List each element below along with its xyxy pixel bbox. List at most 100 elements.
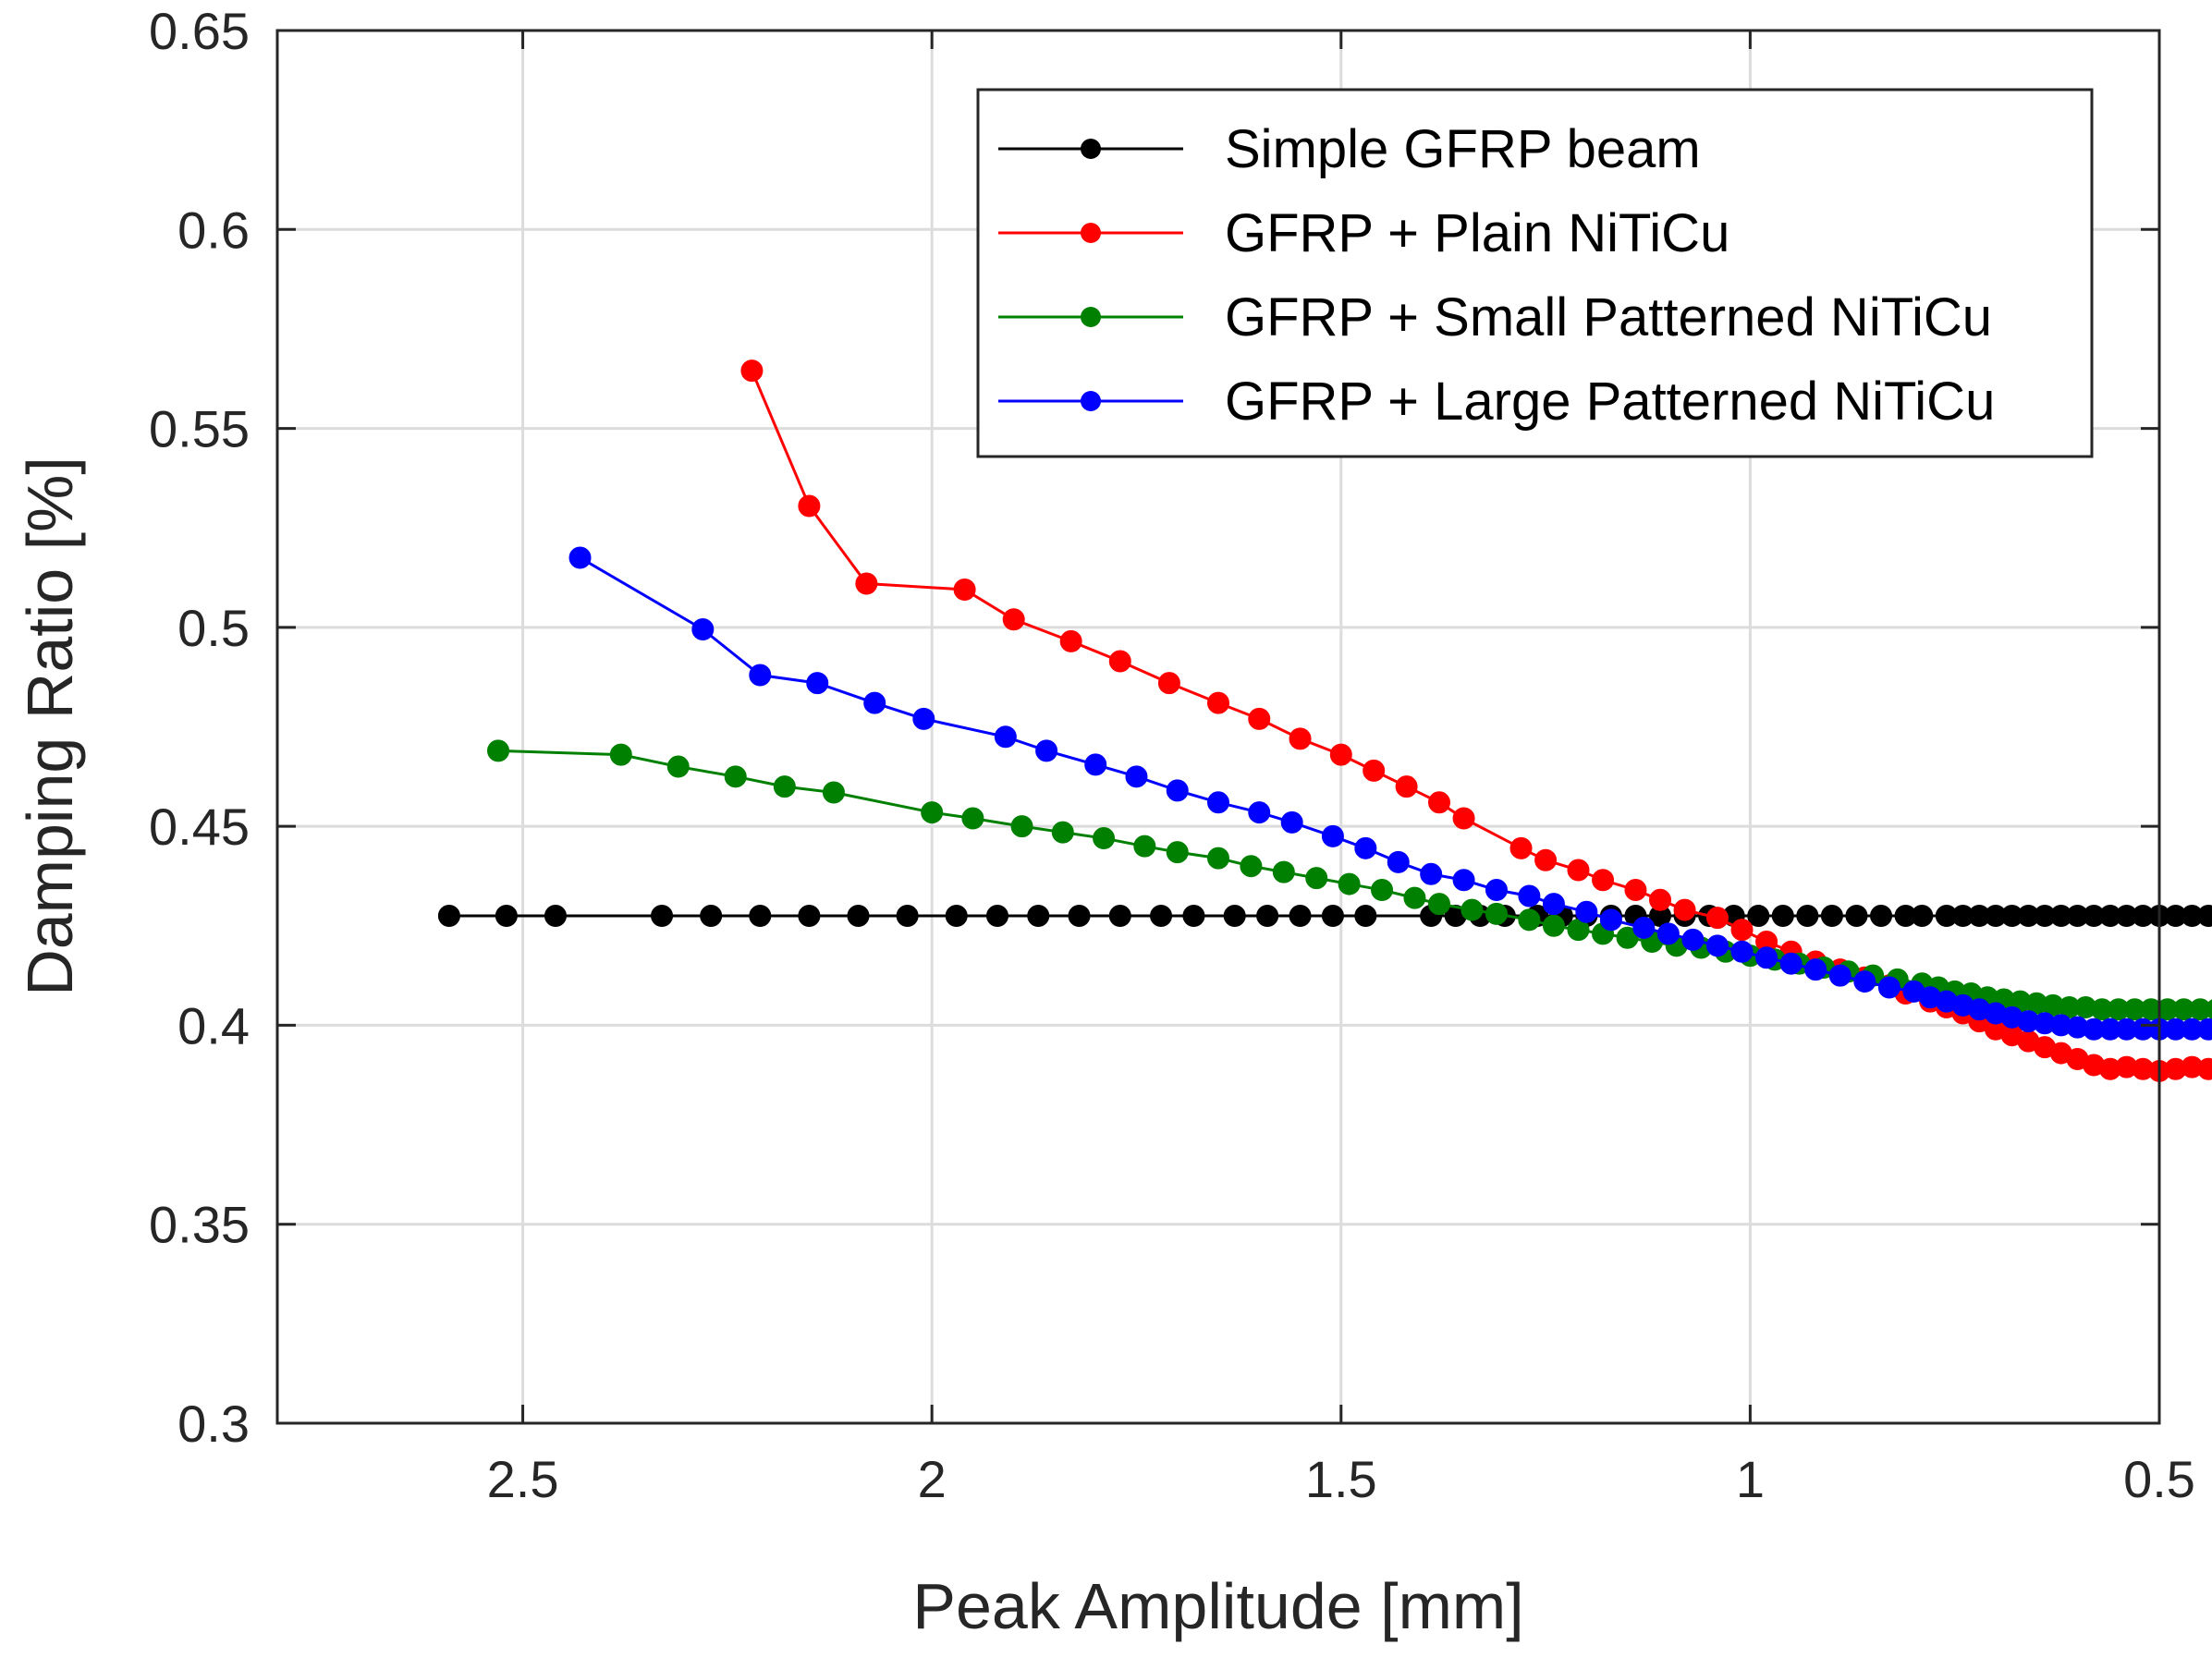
data-point xyxy=(437,905,460,928)
y-axis-label: Damping Ratio [%] xyxy=(14,457,86,996)
data-point xyxy=(1182,905,1205,928)
data-point xyxy=(1518,884,1541,908)
data-point xyxy=(1207,847,1229,870)
data-point xyxy=(1027,905,1050,928)
data-point xyxy=(2197,905,2212,928)
data-point xyxy=(609,743,632,766)
data-point xyxy=(953,578,976,601)
data-point xyxy=(1452,869,1475,892)
data-point xyxy=(1796,905,1819,928)
data-point xyxy=(798,494,821,518)
data-point xyxy=(1108,650,1131,673)
data-point xyxy=(1771,905,1794,928)
data-point xyxy=(1371,879,1394,902)
data-point xyxy=(1755,946,1778,969)
data-point xyxy=(487,739,510,762)
y-tick-label: 0.35 xyxy=(149,1196,250,1254)
data-point xyxy=(855,572,878,595)
series-4 xyxy=(568,546,2212,1041)
legend-marker xyxy=(1081,223,1101,243)
legend-marker xyxy=(1081,307,1101,327)
data-point xyxy=(1804,958,1827,981)
data-point xyxy=(1248,707,1271,730)
legend-label: GFRP + Small Patterned NiTiCu xyxy=(1225,287,1992,347)
data-point xyxy=(1093,827,1116,850)
y-tick-label: 0.5 xyxy=(177,599,250,657)
legend-entry: GFRP + Small Patterned NiTiCu xyxy=(998,287,1992,347)
y-tick-label: 0.6 xyxy=(177,201,250,259)
data-point xyxy=(1575,900,1598,923)
data-point xyxy=(1820,905,1843,928)
data-point xyxy=(1518,908,1541,932)
data-point xyxy=(1853,970,1876,993)
data-point xyxy=(1779,952,1803,975)
legend: Simple GFRP beam GFRP + Plain NiTiCu GFRP … xyxy=(976,88,2094,458)
data-point xyxy=(544,905,567,928)
data-point xyxy=(2205,999,2212,1020)
data-point xyxy=(1002,608,1025,631)
y-tick-label: 0.55 xyxy=(149,400,250,458)
data-point xyxy=(1428,893,1451,916)
data-point xyxy=(1705,934,1729,957)
data-point xyxy=(1730,940,1754,963)
y-tick-label: 0.45 xyxy=(149,798,250,856)
x-tick-label: 1.5 xyxy=(1305,1450,1377,1508)
legend-entry: GFRP + Plain NiTiCu xyxy=(998,203,1729,263)
data-point xyxy=(1542,914,1565,937)
data-point xyxy=(666,755,690,778)
data-point xyxy=(1150,905,1173,928)
legend-marker xyxy=(1081,139,1101,159)
data-point xyxy=(1035,739,1058,762)
y-tick-label: 0.65 xyxy=(149,2,250,60)
data-point xyxy=(691,618,715,641)
legend-entry: GFRP + Large Patterned NiTiCu xyxy=(998,372,1995,432)
data-point xyxy=(847,905,870,928)
data-point xyxy=(773,775,796,798)
data-point xyxy=(1248,801,1271,824)
data-point xyxy=(651,905,674,928)
data-point xyxy=(1649,888,1672,911)
x-tick-label: 1 xyxy=(1736,1450,1765,1508)
data-point xyxy=(798,905,821,928)
data-point xyxy=(1280,810,1303,834)
x-tick-label: 2 xyxy=(918,1450,947,1508)
data-point xyxy=(1828,964,1851,987)
data-point xyxy=(912,707,935,730)
data-point xyxy=(1272,860,1295,883)
legend-label: GFRP + Plain NiTiCu xyxy=(1225,203,1729,263)
data-point xyxy=(1656,922,1680,945)
data-point xyxy=(1354,905,1377,928)
data-point xyxy=(1363,759,1386,782)
data-point xyxy=(1329,743,1352,766)
data-point xyxy=(1108,905,1131,928)
data-point xyxy=(1747,905,1770,928)
x-tick-label: 2.5 xyxy=(487,1450,559,1508)
legend-label: GFRP + Large Patterned NiTiCu xyxy=(1225,372,1995,432)
plot-frame xyxy=(275,29,2161,1425)
data-point xyxy=(1166,841,1189,864)
data-point xyxy=(749,905,772,928)
data-point xyxy=(700,905,723,928)
data-point xyxy=(1485,879,1508,902)
data-point xyxy=(1877,976,1900,999)
data-point xyxy=(1911,905,1934,928)
data-point xyxy=(1599,908,1622,932)
data-point xyxy=(1592,869,1615,892)
data-point xyxy=(1051,821,1074,844)
data-point xyxy=(1059,629,1082,652)
data-point xyxy=(2197,1017,2212,1041)
data-point xyxy=(806,672,829,695)
data-point xyxy=(1420,862,1443,885)
data-point xyxy=(1509,836,1533,859)
data-point xyxy=(1289,905,1312,928)
data-point xyxy=(896,905,919,928)
x-tick-label: 0.5 xyxy=(2123,1450,2195,1508)
data-point xyxy=(568,546,592,569)
data-point xyxy=(1289,727,1312,750)
data-point xyxy=(1428,791,1451,814)
legend-entry: Simple GFRP beam xyxy=(998,119,1701,179)
data-point xyxy=(1681,928,1705,951)
data-point xyxy=(1387,850,1410,873)
data-point xyxy=(921,801,944,824)
data-point xyxy=(724,765,747,788)
